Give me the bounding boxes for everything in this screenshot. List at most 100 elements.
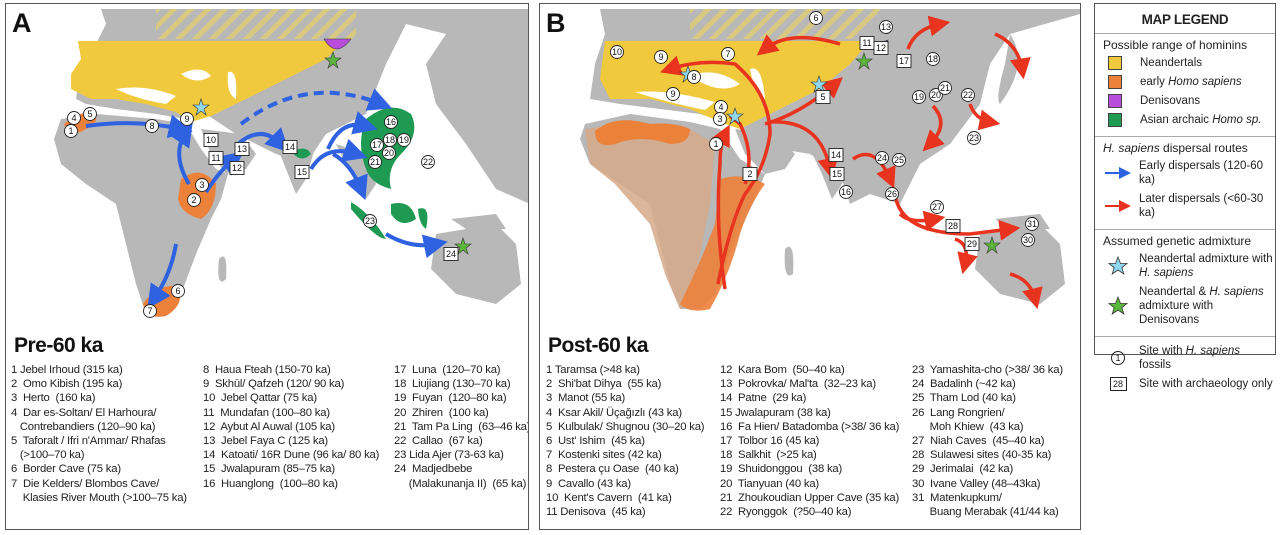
svg-text:5: 5	[820, 92, 825, 102]
svg-text:29: 29	[967, 239, 977, 249]
svg-text:4: 4	[71, 113, 76, 123]
era-title: Post-60 ka	[548, 334, 649, 357]
archaeology-site-marker: 28	[945, 219, 961, 233]
site-list-item: 28 Sulawesi sites (40-35 ka)	[912, 449, 1052, 462]
fossil-site-marker: 6	[809, 11, 823, 25]
site-list-item: 26 Lang Rongrien/	[912, 406, 1005, 419]
legend-archaeology-site: 28 Site with archaeology only	[1103, 377, 1275, 391]
fossil-site-marker: 31	[1025, 217, 1039, 231]
site-list-item: 23 Lida Ajer (73-63 ka)	[394, 449, 504, 462]
site-list-item: 12 Kara Bom (50–40 ka)	[720, 364, 845, 376]
site-list-item: (>100–70 ka)	[11, 449, 85, 462]
archaeology-site-marker: 17	[896, 54, 912, 68]
legend-ranges-heading: Possible range of hominins	[1103, 38, 1248, 52]
panel-letter: A	[12, 8, 32, 38]
asian-archaic-sulawesi	[418, 208, 428, 229]
svg-text:28: 28	[948, 221, 958, 231]
svg-text:2: 2	[191, 195, 196, 205]
site-list-item: 15 Jwalapuram (85–75 ka)	[203, 463, 335, 476]
archaeology-site-marker: 13	[234, 142, 250, 156]
archaeology-site-marker: 2	[742, 167, 758, 181]
legend-range-item: Denisovans	[1103, 94, 1275, 108]
svg-text:20: 20	[384, 148, 394, 158]
fossil-site-marker: 4	[67, 111, 81, 125]
svg-text:27: 27	[932, 202, 942, 212]
svg-text:10: 10	[612, 47, 622, 57]
svg-text:16: 16	[841, 187, 851, 197]
site-list-item: 17 Luna (120–70 ka)	[394, 364, 501, 376]
svg-text:23: 23	[365, 216, 375, 226]
site-list-item: 21 Zhoukoudian Upper Cave (35 ka)	[720, 491, 900, 504]
svg-text:19: 19	[399, 135, 409, 145]
legend-site-types-section: 1 Site with H. sapiens fossils 28 Site w…	[1095, 337, 1275, 400]
square-number-icon: 28	[1109, 377, 1127, 391]
svg-text:15: 15	[297, 167, 307, 177]
site-list-item: 4 Ksar Akil/ Üçağızlı (43 ka)	[546, 406, 682, 419]
site-list-item: 6 Border Cave (75 ka)	[11, 463, 121, 476]
early-dispersal-routes	[85, 88, 448, 309]
legend-range-item: Neandertals	[1103, 56, 1275, 70]
archaeology-site-marker: 10	[203, 133, 219, 147]
site-list-item: 12 Aybut Al Auwal (105 ka)	[203, 420, 335, 433]
site-list-item: 5 Taforalt / Ifri n'Ammar/ Rhafas	[11, 435, 166, 448]
svg-text:23: 23	[969, 133, 979, 143]
archaeology-site-marker: 15	[294, 165, 310, 179]
site-list-item: 9 Skhūl/ Qafzeh (120/ 90 ka)	[203, 378, 345, 391]
fossil-site-marker: 7	[143, 304, 157, 318]
site-list-item: (Malakunanja II) (65 ka)	[394, 477, 527, 490]
svg-text:17: 17	[899, 56, 909, 66]
site-list-item: 16 Fa Hien/ Batadomba (>38/ 36 ka)	[720, 420, 900, 433]
fossil-site-marker: 13	[879, 20, 893, 34]
site-list-item: 3 Herto (160 ka)	[11, 392, 96, 405]
svg-text:13: 13	[881, 22, 891, 32]
site-list-item: 20 Zhiren (100 ka)	[394, 406, 489, 419]
fossil-site-marker: 7	[721, 47, 735, 61]
site-list-item: 6 Ust' Ishim (45 ka)	[546, 435, 645, 448]
site-list-item: Klasies River Mouth (>100–75 ka)	[11, 491, 187, 504]
hatched-region	[690, 9, 880, 39]
site-list-item: 22 Ryonggok (?50–40 ka)	[720, 506, 852, 519]
site-list-item: Moh Khiew (43 ka)	[912, 420, 1024, 433]
arrow-right-icon	[1105, 200, 1131, 212]
legend-neandertal-admixture: Neandertal admixture with H. sapiens	[1103, 252, 1275, 280]
fossil-site-marker: 8	[687, 70, 701, 84]
svg-text:9: 9	[658, 52, 663, 62]
early-sapiens-east-africa	[680, 176, 765, 311]
svg-text:8: 8	[691, 72, 696, 82]
fossil-site-marker: 3	[713, 112, 727, 126]
neandertal-admixture-star-icon	[726, 107, 744, 125]
site-list-item: 11 Mundafan (100–80 ka)	[203, 406, 330, 419]
fossil-site-marker: 27	[930, 200, 944, 214]
site-list-col3: 23 Yamashita-cho (>38/ 36 ka) 24 Badalinh…	[912, 363, 1063, 519]
svg-text:30: 30	[1023, 235, 1033, 245]
fossil-site-marker: 30	[1021, 233, 1035, 247]
fossil-site-marker: 3	[195, 178, 209, 192]
fossil-site-marker: 21	[938, 81, 952, 95]
site-list-item: 11 Denisova (45 ka)	[546, 506, 646, 519]
svg-text:5: 5	[87, 109, 92, 119]
svg-text:18: 18	[928, 54, 938, 64]
fossil-site-marker: 1	[64, 124, 78, 138]
svg-text:18: 18	[385, 135, 395, 145]
svg-text:11: 11	[862, 38, 871, 48]
svg-text:9: 9	[670, 89, 675, 99]
site-list-item: 16 Huanglong (100–80 ka)	[203, 477, 338, 490]
archaeology-site-marker: 11	[208, 151, 224, 165]
color-swatch-icon	[1108, 56, 1122, 70]
neandertal-admixture-star-icon	[810, 75, 828, 93]
fossil-site-marker: 20	[382, 146, 396, 160]
svg-text:1: 1	[68, 126, 73, 136]
svg-text:11: 11	[211, 153, 220, 163]
svg-text:1: 1	[713, 139, 718, 149]
svg-text:26: 26	[887, 189, 897, 199]
site-list-item: 8 Pestera çu Oase (40 ka)	[546, 463, 679, 476]
site-list-item: Buang Merabak (41/44 ka)	[912, 506, 1059, 519]
site-list-item: 19 Fuyan (120–80 ka)	[394, 392, 507, 405]
site-list-item: 9 Cavallo (43 ka)	[546, 477, 631, 490]
fossil-site-marker: 9	[654, 50, 668, 64]
fossil-site-marker: 25	[892, 153, 906, 167]
site-list-item: 3 Manot (55 ka)	[546, 392, 626, 405]
